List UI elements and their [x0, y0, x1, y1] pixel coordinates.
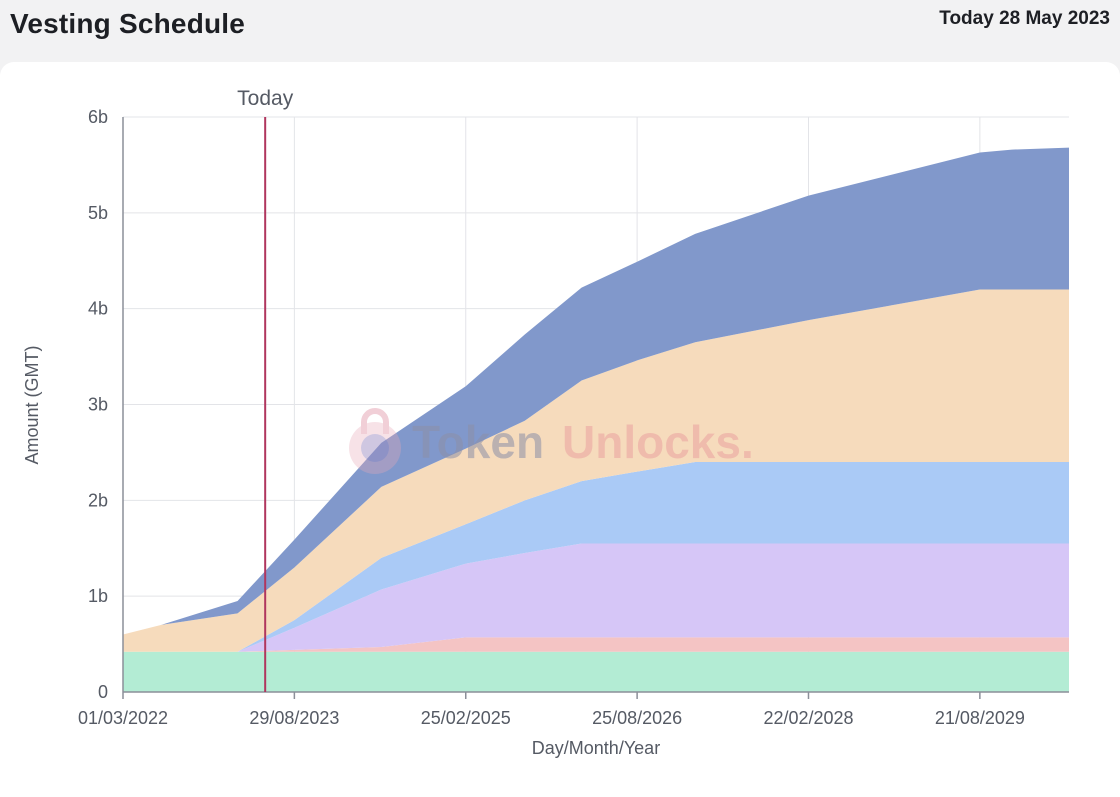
y-tick-label: 2b [88, 490, 108, 510]
area-series-3[interactable] [123, 543, 1069, 652]
area-series-1[interactable] [123, 651, 1069, 692]
x-tick-label: 21/08/2029 [935, 708, 1025, 728]
today-date-label: Today 28 May 2023 [939, 8, 1110, 29]
area-series-6[interactable] [123, 147, 1069, 635]
y-tick-label: 4b [88, 299, 108, 319]
area-series-5[interactable] [123, 289, 1069, 652]
today-marker-label: Today [237, 87, 294, 110]
x-tick-label: 01/03/2022 [78, 708, 168, 728]
watermark-text-token: Token [412, 416, 544, 468]
watermark: Token Unlocks. [349, 408, 754, 474]
area-layer[interactable] [123, 147, 1069, 692]
page-title: Vesting Schedule [10, 8, 246, 39]
x-tick-label: 22/02/2028 [763, 708, 853, 728]
lock-icon-shackle [361, 408, 389, 434]
x-tick-label: 29/08/2023 [249, 708, 339, 728]
x-tick-label: 25/08/2026 [592, 708, 682, 728]
x-axis-title: Day/Month/Year [532, 738, 660, 758]
lock-icon-core [361, 434, 389, 462]
x-tick-label: 25/02/2025 [421, 708, 511, 728]
y-tick-label: 3b [88, 395, 108, 415]
area-series-2[interactable] [123, 637, 1069, 652]
watermark-text-unlocks: Unlocks. [562, 416, 754, 468]
y-tick-label: 6b [88, 107, 108, 127]
area-series-4[interactable] [123, 462, 1069, 652]
y-tick-label: 1b [88, 586, 108, 606]
axis-layer: 0 1b 2b 3b 4b 5b 6b 01/03/2022 29/08/2023 25/02/2… [78, 107, 1069, 728]
y-axis-title: Amount (GMT) [22, 345, 42, 464]
y-tick-label: 5b [88, 203, 108, 223]
today-marker: Today [237, 87, 294, 692]
y-tick-label: 0 [98, 682, 108, 702]
lock-icon-body [349, 422, 401, 474]
